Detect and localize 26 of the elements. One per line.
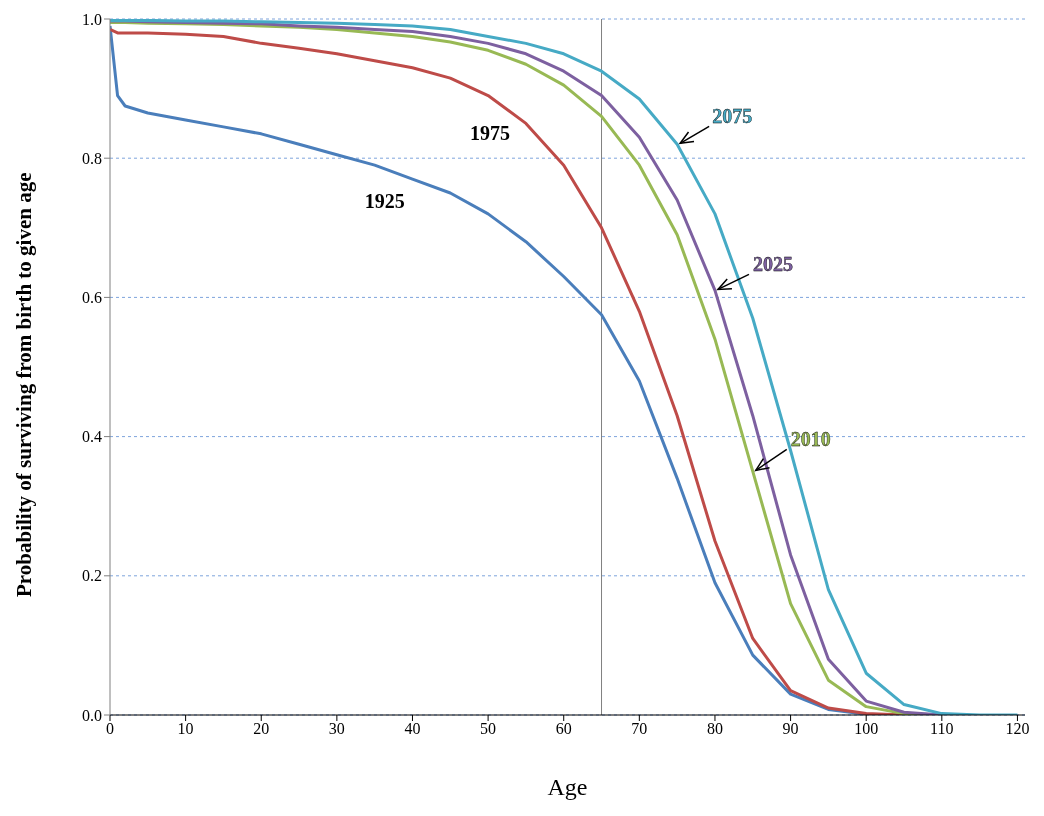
x-tick-label: 10 bbox=[177, 720, 194, 738]
x-tick-label: 120 bbox=[1005, 720, 1030, 738]
y-axis-title: Probability of surviving from birth to given age bbox=[12, 172, 37, 597]
x-tick-label: 20 bbox=[253, 720, 270, 738]
y-tick-label: 0.4 bbox=[82, 428, 102, 446]
x-tick-label: 50 bbox=[480, 720, 497, 738]
y-tick-label: 0.0 bbox=[82, 706, 102, 724]
x-tick-label: 0 bbox=[106, 720, 114, 738]
x-tick-label: 30 bbox=[328, 720, 345, 738]
x-tick-label: 110 bbox=[930, 720, 954, 738]
text: 2025 bbox=[752, 253, 793, 276]
x-tick-label: 70 bbox=[631, 720, 648, 738]
x-tick-label: 100 bbox=[854, 720, 879, 738]
x-axis-title: Age bbox=[547, 774, 588, 800]
y-tick-label: 0.8 bbox=[82, 149, 102, 167]
x-tick-label: 40 bbox=[404, 720, 421, 738]
series-label: 1975 bbox=[469, 121, 510, 144]
series-label: 1925 bbox=[364, 189, 405, 212]
series-label: 2075 bbox=[712, 104, 753, 127]
text: 2010 bbox=[790, 427, 831, 450]
y-tick-label: 0.2 bbox=[82, 567, 102, 585]
y-tick-label: 0.6 bbox=[82, 289, 102, 307]
y-tick-label: 1.0 bbox=[82, 10, 102, 28]
x-tick-label: 80 bbox=[706, 720, 723, 738]
x-tick-label: 60 bbox=[555, 720, 572, 738]
x-tick-label: 90 bbox=[782, 720, 799, 738]
